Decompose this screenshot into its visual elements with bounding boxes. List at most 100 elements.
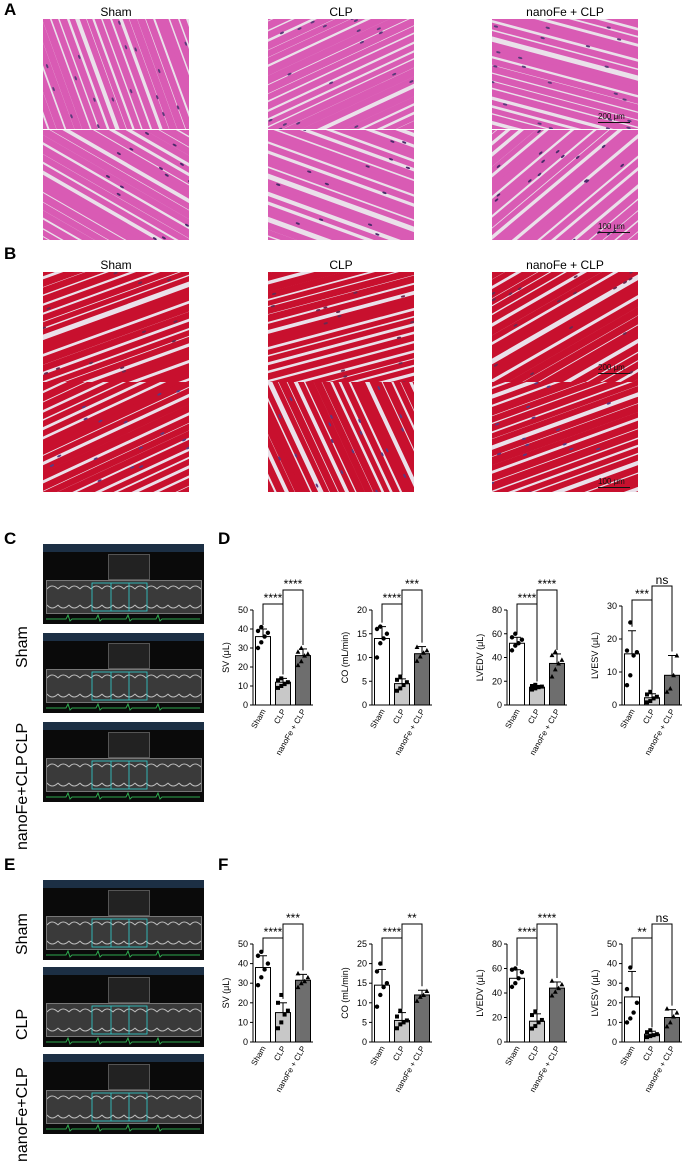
data-point — [530, 1026, 534, 1031]
significance-label: **** — [518, 591, 537, 605]
y-tick-label: 40 — [238, 624, 248, 634]
y-tick-label: 0 — [243, 700, 248, 710]
significance-label: **** — [518, 925, 537, 939]
significance-label: **** — [383, 591, 402, 605]
data-point — [549, 674, 555, 679]
y-tick-label: 30 — [607, 978, 617, 988]
data-point — [539, 684, 544, 689]
y-tick-label: 10 — [357, 998, 367, 1008]
data-point — [265, 961, 271, 966]
data-point — [519, 637, 525, 642]
category-label: Sham — [368, 707, 386, 730]
data-point — [424, 988, 430, 994]
data-point — [516, 641, 521, 646]
data-point — [374, 969, 380, 974]
data-point — [556, 985, 561, 991]
data-point — [519, 969, 525, 975]
data-point — [285, 680, 290, 685]
y-tick-label: 25 — [357, 939, 367, 949]
y-tick-label: 10 — [607, 667, 617, 677]
significance-label: ns — [656, 573, 669, 587]
y-tick-label: 40 — [492, 988, 502, 998]
data-point — [395, 688, 399, 693]
y-tick-label: 5 — [362, 1017, 367, 1027]
data-point — [395, 1026, 399, 1031]
data-point — [255, 982, 261, 988]
y-tick-label: 30 — [238, 643, 248, 653]
data-point — [651, 1033, 656, 1038]
y-tick-label: 0 — [612, 700, 617, 710]
data-point — [549, 978, 555, 983]
significance-bracket — [401, 589, 423, 675]
data-point — [378, 992, 383, 998]
significance-label: **** — [538, 577, 557, 591]
y-tick-label: 20 — [238, 662, 248, 672]
category-label: Sham — [249, 1044, 267, 1067]
data-point — [255, 628, 261, 634]
category-label: Sham — [249, 707, 267, 730]
column-title-sham-b: Sham — [100, 258, 132, 272]
masson-micrograph-low-2 — [492, 272, 638, 382]
data-point — [302, 653, 307, 658]
data-point — [305, 651, 311, 656]
y-axis-label: SV (μL) — [221, 642, 231, 673]
y-tick-label: 80 — [492, 605, 502, 615]
data-point — [417, 654, 423, 659]
y-tick-label: 20 — [607, 634, 617, 644]
significance-label: **** — [538, 911, 557, 925]
y-tick-label: 60 — [492, 629, 502, 639]
data-point — [404, 680, 409, 685]
data-point — [654, 1032, 659, 1037]
bar-2 — [549, 662, 565, 706]
y-tick-label: 0 — [362, 1037, 367, 1047]
data-point — [513, 981, 518, 986]
echo-image-c-2 — [43, 722, 204, 802]
y-tick-label: 10 — [357, 653, 367, 663]
category-label: CLP — [272, 708, 288, 726]
he-micrograph-low-1 — [268, 19, 414, 129]
data-point — [559, 981, 565, 987]
bar-2 — [295, 979, 311, 1043]
y-tick-label: 60 — [492, 964, 502, 974]
y-tick-label: 0 — [243, 1037, 248, 1047]
data-point — [414, 998, 420, 1003]
data-point — [255, 645, 261, 651]
significance-bracket — [536, 589, 558, 682]
data-point — [404, 1018, 409, 1023]
data-point — [398, 1022, 403, 1027]
he-micrograph-high-1 — [268, 130, 414, 240]
data-point — [654, 694, 659, 699]
data-point — [298, 658, 304, 664]
data-point — [513, 643, 518, 648]
panel-label-c: C — [4, 529, 17, 548]
y-axis-label: LVEDV (μL) — [475, 634, 485, 682]
data-point — [398, 686, 403, 691]
category-label: Sham — [503, 1044, 521, 1067]
y-tick-label: 50 — [238, 939, 248, 949]
data-point — [265, 630, 271, 635]
echo-image-e-0 — [43, 880, 204, 960]
data-point — [624, 648, 630, 653]
data-point — [664, 689, 670, 694]
data-point — [421, 650, 426, 655]
data-point — [424, 647, 430, 653]
data-point — [374, 655, 380, 660]
category-label: Sham — [618, 707, 636, 730]
data-point — [279, 676, 284, 681]
significance-label: **** — [264, 591, 283, 605]
data-point — [279, 1020, 284, 1025]
column-title-sham-a: Sham — [100, 5, 132, 19]
masson-micrograph-high-2 — [492, 382, 638, 492]
data-point — [262, 967, 267, 972]
column-title-nanofe-a: nanoFe + CLP — [526, 5, 604, 19]
masson-micrograph-low-0 — [43, 272, 189, 382]
bar-0 — [374, 638, 390, 706]
y-tick-label: 10 — [238, 1017, 248, 1027]
data-point — [533, 1024, 538, 1029]
panel-label-b: B — [4, 244, 17, 263]
data-point — [624, 1020, 630, 1025]
data-point — [298, 645, 304, 650]
data-point — [628, 1016, 633, 1021]
data-point — [671, 1014, 676, 1019]
data-point — [378, 961, 383, 966]
